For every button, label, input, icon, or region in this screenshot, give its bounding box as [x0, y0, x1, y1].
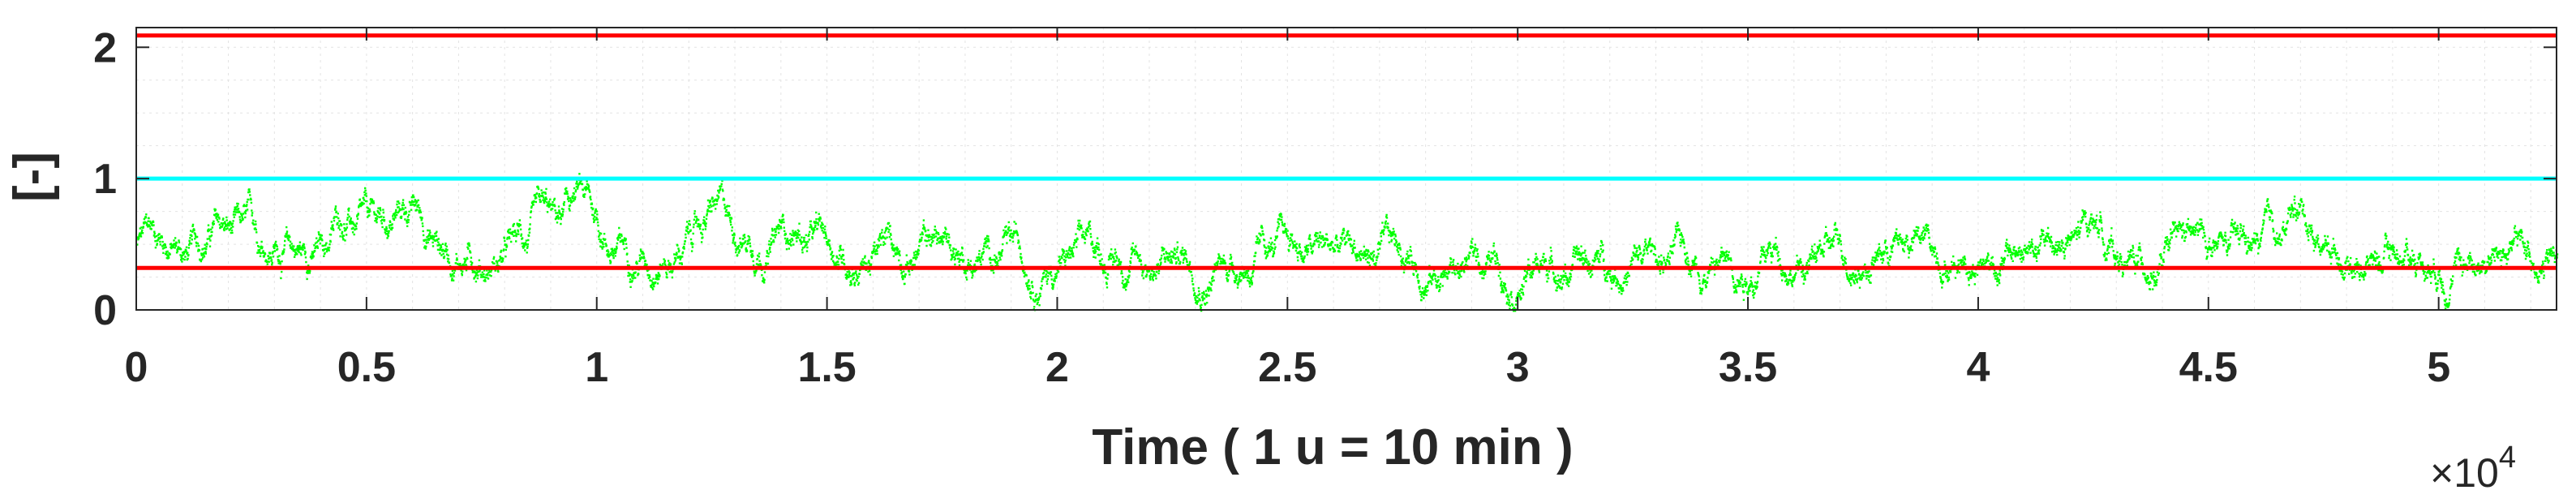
x-tick-label: 4.5 [2179, 344, 2238, 391]
x-tick-label: 2 [1045, 344, 1069, 391]
data-points [136, 173, 2559, 312]
y-tick-label: 2 [93, 24, 117, 71]
x-tick-label: 3.5 [1719, 344, 1777, 391]
series-points [136, 173, 2559, 312]
x-tick-label: 1 [585, 344, 608, 391]
y-tick-label: 0 [93, 287, 117, 334]
x-tick-label: 4 [1966, 344, 1990, 391]
x-tick-label: 0 [125, 344, 148, 391]
x-tick-label: 0.5 [337, 344, 396, 391]
y-tick-label: 1 [93, 156, 117, 203]
tick-labels: 0 0.5 1 1.5 2 2.5 3 3.5 4 4.5 5 0 1 2 [93, 24, 2450, 391]
x-tick-label: 2.5 [1258, 344, 1316, 391]
x-axis-label: Time ( 1 u = 10 min ) [1092, 419, 1573, 475]
x-tick-label: 5 [2427, 344, 2450, 391]
axis-ticks [135, 28, 2557, 311]
x-tick-label: 3 [1506, 344, 1530, 391]
x-axis-exponent-power: 4 [2499, 441, 2516, 475]
x-axis-exponent-base: ×10 [2430, 450, 2499, 496]
reference-lines [136, 33, 2557, 270]
x-axis-exponent: ×104 [2430, 441, 2516, 496]
x-tick-label: 1.5 [797, 344, 856, 391]
grid-lines [136, 28, 2557, 310]
y-axis-label: [-] [4, 152, 60, 202]
plot-area-frame [135, 27, 2557, 311]
